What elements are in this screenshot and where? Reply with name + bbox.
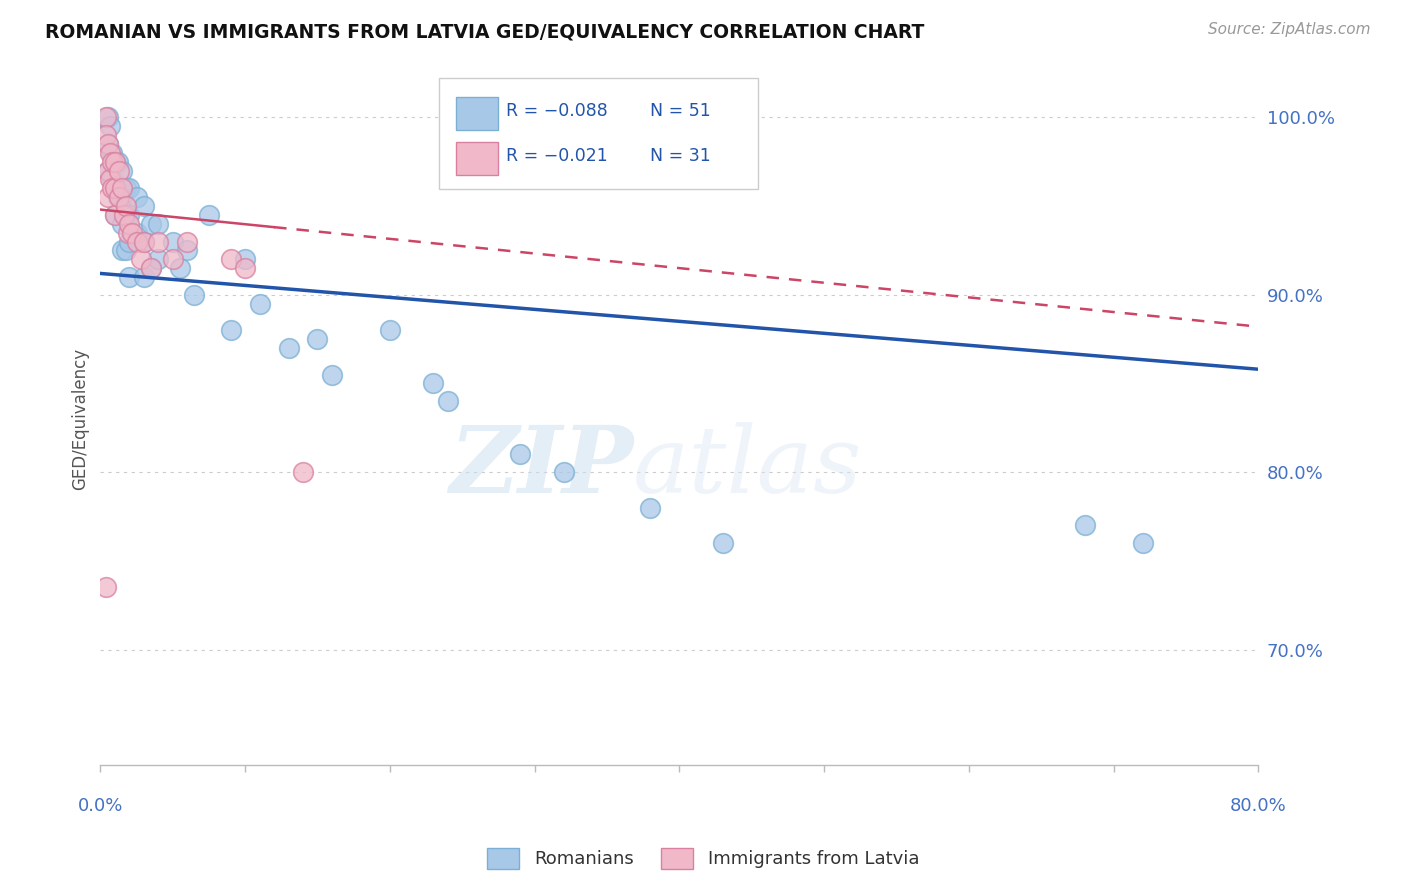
Text: N = 51: N = 51 <box>651 102 711 120</box>
Point <box>104 181 127 195</box>
Point <box>277 341 299 355</box>
Point <box>422 376 444 391</box>
Point <box>97 163 120 178</box>
Point <box>640 500 662 515</box>
Point <box>129 252 152 267</box>
Point <box>125 235 148 249</box>
Point <box>111 190 134 204</box>
Text: ZIP: ZIP <box>449 422 633 512</box>
Point <box>553 465 575 479</box>
Point <box>125 190 148 204</box>
Point <box>111 163 134 178</box>
Point <box>107 154 129 169</box>
Point <box>148 252 170 267</box>
Point <box>118 235 141 249</box>
Text: R = −0.088: R = −0.088 <box>506 102 607 120</box>
Point <box>112 208 135 222</box>
Text: atlas: atlas <box>633 422 862 512</box>
Point <box>148 235 170 249</box>
Point <box>111 217 134 231</box>
Point <box>100 119 122 133</box>
Point <box>94 111 117 125</box>
Point <box>219 252 242 267</box>
Point <box>118 181 141 195</box>
Y-axis label: GED/Equivalency: GED/Equivalency <box>72 348 89 490</box>
Point <box>100 172 122 186</box>
Point <box>233 261 256 276</box>
Point <box>115 244 138 258</box>
Point <box>111 181 134 195</box>
Text: 0.0%: 0.0% <box>77 797 124 814</box>
Text: R = −0.021: R = −0.021 <box>506 147 607 165</box>
Point <box>97 136 120 151</box>
Point <box>139 261 162 276</box>
Point <box>107 190 129 204</box>
Point <box>118 208 141 222</box>
Point <box>108 190 131 204</box>
Point <box>97 111 120 125</box>
Point <box>97 163 120 178</box>
Point <box>139 217 162 231</box>
Point <box>183 287 205 301</box>
Point <box>104 154 127 169</box>
Point <box>104 181 127 195</box>
Text: 80.0%: 80.0% <box>1230 797 1286 814</box>
Point <box>1132 536 1154 550</box>
Point <box>101 172 124 186</box>
Point <box>115 199 138 213</box>
FancyBboxPatch shape <box>456 142 498 176</box>
Point <box>104 208 127 222</box>
Point <box>162 235 184 249</box>
Point <box>100 145 122 160</box>
Point <box>97 190 120 204</box>
Point <box>125 226 148 240</box>
Point <box>118 270 141 285</box>
Point <box>321 368 343 382</box>
Point <box>233 252 256 267</box>
Point <box>101 145 124 160</box>
Point <box>176 235 198 249</box>
Point <box>117 226 139 240</box>
Legend: Romanians, Immigrants from Latvia: Romanians, Immigrants from Latvia <box>479 840 927 876</box>
Point <box>249 296 271 310</box>
Point <box>104 154 127 169</box>
FancyBboxPatch shape <box>439 78 758 189</box>
Point <box>97 136 120 151</box>
Point <box>101 154 124 169</box>
Point <box>115 181 138 195</box>
Text: N = 31: N = 31 <box>651 147 711 165</box>
Text: ROMANIAN VS IMMIGRANTS FROM LATVIA GED/EQUIVALENCY CORRELATION CHART: ROMANIAN VS IMMIGRANTS FROM LATVIA GED/E… <box>45 22 924 41</box>
Point <box>121 226 143 240</box>
Point <box>132 235 155 249</box>
Point <box>219 323 242 337</box>
Point <box>378 323 401 337</box>
Point <box>198 208 221 222</box>
Point <box>101 181 124 195</box>
Point <box>307 332 329 346</box>
Point <box>94 581 117 595</box>
Point <box>132 199 155 213</box>
Point <box>94 128 117 142</box>
Point <box>1073 518 1095 533</box>
Point <box>132 270 155 285</box>
Text: Source: ZipAtlas.com: Source: ZipAtlas.com <box>1208 22 1371 37</box>
Point <box>509 447 531 461</box>
Point <box>111 244 134 258</box>
Point <box>118 217 141 231</box>
Point <box>115 208 138 222</box>
Point <box>104 208 127 222</box>
Point <box>148 217 170 231</box>
Point <box>711 536 734 550</box>
FancyBboxPatch shape <box>456 97 498 130</box>
Point <box>132 235 155 249</box>
Point <box>108 163 131 178</box>
Point <box>169 261 191 276</box>
Point <box>162 252 184 267</box>
Point <box>436 394 458 409</box>
Point <box>292 465 315 479</box>
Point <box>176 244 198 258</box>
Point <box>139 261 162 276</box>
